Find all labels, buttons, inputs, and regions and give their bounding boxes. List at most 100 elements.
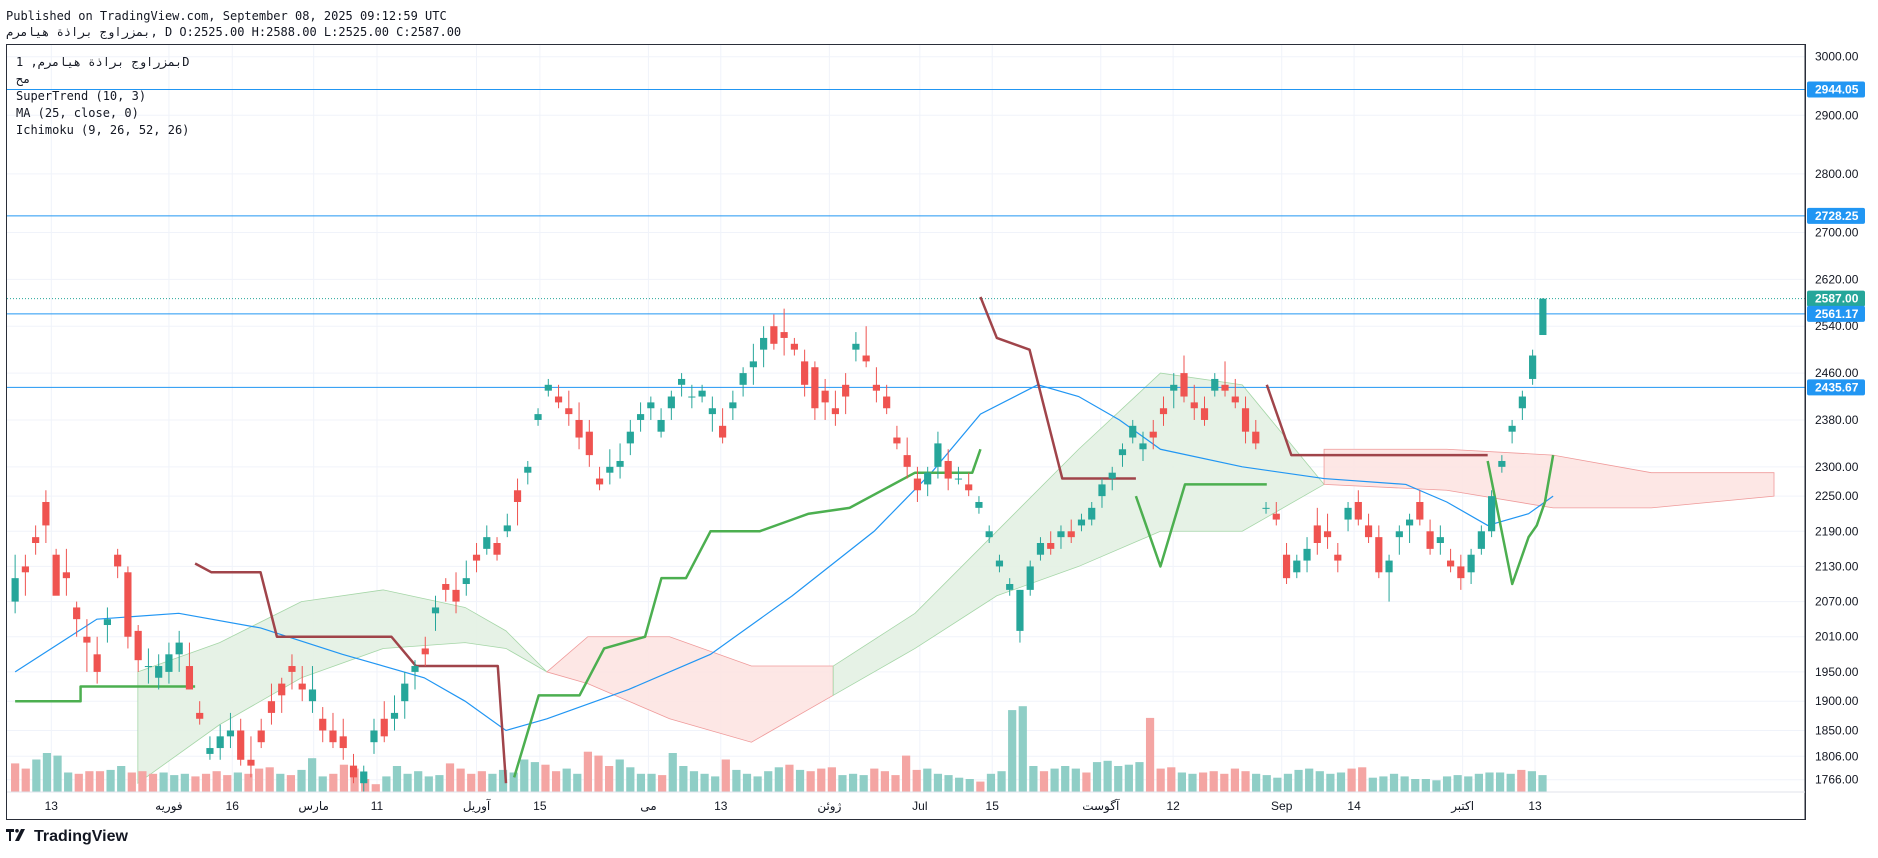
- candle[interactable]: [83, 619, 91, 672]
- candle[interactable]: [1303, 537, 1311, 573]
- candle[interactable]: [483, 525, 491, 555]
- candle[interactable]: [698, 384, 706, 403]
- candle[interactable]: [657, 408, 665, 438]
- candle[interactable]: [1231, 378, 1239, 409]
- candle[interactable]: [1159, 396, 1168, 426]
- candle[interactable]: [954, 466, 963, 485]
- candle[interactable]: [606, 449, 614, 485]
- candle[interactable]: [1488, 490, 1496, 538]
- candle[interactable]: [1057, 525, 1065, 549]
- price-badge[interactable]: [1807, 207, 1865, 224]
- candle[interactable]: [862, 326, 870, 368]
- candle[interactable]: [1077, 513, 1086, 532]
- candle[interactable]: [349, 753, 358, 784]
- candle[interactable]: [842, 373, 850, 415]
- candle[interactable]: [1262, 501, 1270, 514]
- candle[interactable]: [1457, 554, 1465, 590]
- candle[interactable]: [62, 548, 70, 596]
- candle[interactable]: [278, 677, 286, 713]
- candle[interactable]: [544, 378, 552, 397]
- candle[interactable]: [1385, 554, 1393, 602]
- candle[interactable]: [462, 560, 470, 596]
- candle[interactable]: [831, 390, 839, 426]
- candle[interactable]: [760, 326, 768, 368]
- candle[interactable]: [801, 349, 809, 397]
- price-badge[interactable]: [1807, 379, 1865, 396]
- price-badge[interactable]: [1807, 305, 1865, 322]
- candle[interactable]: [708, 396, 716, 432]
- candle[interactable]: [913, 466, 922, 502]
- candle[interactable]: [739, 367, 747, 397]
- candle[interactable]: [852, 332, 860, 362]
- candle[interactable]: [319, 707, 327, 743]
- candle[interactable]: [616, 443, 624, 479]
- candle[interactable]: [370, 718, 378, 754]
- candle[interactable]: [1047, 531, 1055, 555]
- price-badge[interactable]: [1807, 290, 1865, 307]
- candle[interactable]: [1529, 349, 1537, 385]
- candle[interactable]: [401, 671, 409, 719]
- legend-symbol[interactable]: بمزراوج براذة هيامرم, 1D: [16, 55, 190, 69]
- candle[interactable]: [308, 666, 317, 713]
- candle[interactable]: [1139, 431, 1147, 461]
- candle[interactable]: [513, 478, 522, 526]
- candle[interactable]: [144, 648, 153, 684]
- candle[interactable]: [1129, 419, 1137, 444]
- candle[interactable]: [1118, 443, 1127, 467]
- candle[interactable]: [124, 566, 132, 649]
- candle[interactable]: [185, 642, 194, 690]
- candle[interactable]: [719, 408, 727, 444]
- candle[interactable]: [872, 367, 880, 403]
- candle[interactable]: [934, 431, 942, 479]
- candle[interactable]: [472, 543, 481, 573]
- candle[interactable]: [1282, 543, 1291, 585]
- candle[interactable]: [196, 701, 204, 725]
- candle[interactable]: [626, 419, 634, 456]
- candle[interactable]: [1426, 519, 1434, 555]
- candle[interactable]: [493, 537, 501, 561]
- price-badge[interactable]: [1807, 81, 1865, 98]
- candle[interactable]: [216, 724, 224, 760]
- candle[interactable]: [1477, 525, 1485, 555]
- candle[interactable]: [965, 472, 973, 497]
- candle[interactable]: [1098, 478, 1106, 508]
- candle[interactable]: [770, 314, 778, 350]
- candles[interactable]: [11, 298, 1547, 792]
- candle[interactable]: [636, 402, 645, 432]
- candle[interactable]: [1180, 355, 1188, 403]
- candle[interactable]: [1447, 548, 1455, 573]
- candle[interactable]: [565, 390, 573, 426]
- candle[interactable]: [575, 402, 583, 450]
- candle[interactable]: [1323, 513, 1332, 549]
- candle[interactable]: [1149, 419, 1157, 450]
- candle[interactable]: [1467, 548, 1475, 585]
- candle[interactable]: [780, 308, 788, 356]
- candle[interactable]: [339, 718, 347, 760]
- candle[interactable]: [729, 390, 737, 420]
- candle[interactable]: [390, 695, 399, 731]
- candle[interactable]: [32, 525, 40, 555]
- candle[interactable]: [883, 384, 891, 415]
- candle[interactable]: [975, 496, 983, 514]
- candle[interactable]: [155, 654, 163, 690]
- legend-ma[interactable]: MA (25, close, 0): [16, 106, 139, 120]
- candle[interactable]: [944, 449, 952, 491]
- candle[interactable]: [380, 701, 388, 743]
- candle[interactable]: [1252, 419, 1260, 450]
- candle[interactable]: [995, 554, 1004, 573]
- candle[interactable]: [93, 636, 101, 684]
- candle[interactable]: [1272, 501, 1280, 526]
- candle[interactable]: [821, 378, 829, 420]
- candle[interactable]: [1344, 501, 1352, 532]
- candle[interactable]: [790, 337, 798, 356]
- candle[interactable]: [1436, 525, 1444, 555]
- candle[interactable]: [288, 654, 296, 690]
- candle[interactable]: [165, 642, 173, 684]
- candle[interactable]: [1518, 390, 1526, 420]
- candle[interactable]: [411, 660, 419, 690]
- candle[interactable]: [503, 513, 511, 538]
- candle[interactable]: [1036, 537, 1045, 561]
- candle[interactable]: [554, 384, 563, 409]
- candle[interactable]: [52, 548, 60, 596]
- legend-supertrend[interactable]: SuperTrend (10, 3): [16, 89, 147, 103]
